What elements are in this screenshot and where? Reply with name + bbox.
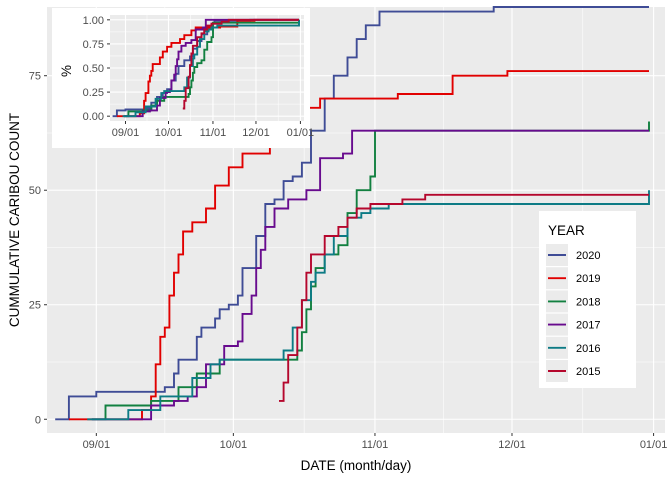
- legend-label: 2017: [576, 320, 600, 332]
- y-tick-label: 0.75: [83, 39, 104, 51]
- legend-label: 2016: [576, 343, 600, 355]
- x-tick-label: 11/01: [362, 439, 389, 451]
- series-line-2017: [124, 18, 299, 118]
- y-tick-label: 0: [35, 414, 41, 426]
- y-tick-label: 75: [29, 71, 41, 83]
- main-x-axis: 09/01 10/01 11/01 12/01 01/01: [83, 433, 668, 451]
- x-tick-label: 09/01: [112, 127, 140, 139]
- main-x-axis-title: DATE (month/day): [301, 458, 412, 473]
- x-tick-label: 10/01: [220, 439, 248, 451]
- series-line-2020: [55, 6, 649, 421]
- main-y-axis-title: CUMMULATIVE CARIBOU COUNT: [7, 113, 22, 327]
- series-line-2015: [279, 193, 649, 402]
- series-line-2017: [91, 129, 649, 421]
- inset-series: [112, 18, 300, 118]
- x-tick-label: 01/01: [640, 439, 668, 451]
- y-tick-label: 1.00: [83, 15, 104, 27]
- legend-label: 2018: [576, 296, 600, 308]
- series-line-2019: [68, 70, 649, 421]
- legend-items: 2020 2019 2018 2017 2016 2015: [546, 244, 600, 382]
- x-tick-label: 01/01: [287, 127, 315, 139]
- y-tick-label: 0.50: [83, 63, 104, 75]
- inset-y-axis-title: %: [59, 65, 74, 77]
- main-y-axis: 0 25 50 75: [29, 71, 47, 426]
- legend-label: 2019: [576, 273, 600, 285]
- inset-y-axis: 0.00 0.25 0.50 0.75 1.00: [83, 15, 110, 123]
- x-tick-label: 12/01: [498, 439, 526, 451]
- series-line-2015: [182, 18, 299, 110]
- y-tick-label: 50: [29, 185, 41, 197]
- legend-label: 2020: [576, 250, 600, 262]
- series-line-2016: [122, 19, 300, 118]
- main-series: [55, 6, 650, 421]
- inset-x-axis: 09/01 10/01 11/01 12/01 01/01: [112, 121, 314, 139]
- x-tick-label: 10/01: [155, 127, 183, 139]
- legend-label: 2015: [576, 366, 600, 378]
- y-tick-label: 0.00: [83, 111, 104, 123]
- x-tick-label: 12/01: [242, 127, 270, 139]
- legend-title: YEAR: [548, 223, 585, 238]
- x-tick-label: 11/01: [200, 127, 227, 139]
- y-tick-label: 0.25: [83, 87, 104, 99]
- x-tick-label: 09/01: [83, 439, 111, 451]
- y-tick-label: 25: [29, 300, 41, 312]
